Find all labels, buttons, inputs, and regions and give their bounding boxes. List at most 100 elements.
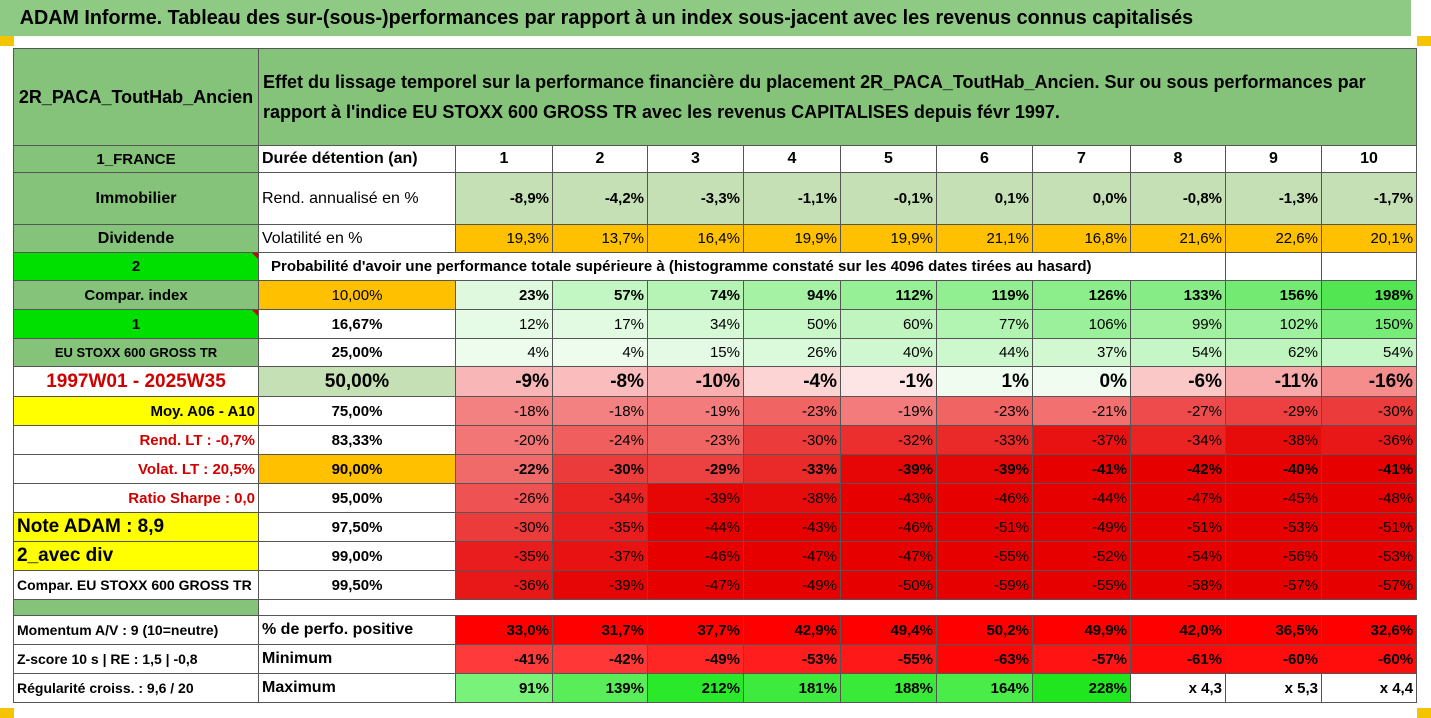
distribution-cell: 106% bbox=[1032, 309, 1131, 339]
rend-cell: -4,2% bbox=[552, 172, 648, 225]
distribution-cell: 4% bbox=[552, 338, 648, 367]
distribution-cell: -24% bbox=[552, 425, 648, 455]
distribution-cell: 50% bbox=[743, 309, 841, 339]
pct-positive-cell: 31,7% bbox=[552, 615, 648, 645]
distribution-cell: 94% bbox=[743, 280, 841, 310]
percentile-cell: 16,67% bbox=[258, 309, 456, 339]
volat-cell: 19,9% bbox=[840, 224, 937, 253]
volat-cell: 21,6% bbox=[1130, 224, 1226, 253]
distribution-cell: -50% bbox=[840, 570, 937, 600]
pct-positive-cell: 33,0% bbox=[455, 615, 553, 645]
distribution-cell: 62% bbox=[1225, 338, 1322, 367]
rend-lt-label: Rend. LT : -0,7% bbox=[13, 425, 259, 455]
minimum-indicator-label: Z-score 10 s | RE : 1,5 | -0,8 bbox=[13, 644, 259, 674]
distribution-cell: -51% bbox=[1130, 512, 1226, 542]
distribution-cell: -58% bbox=[1130, 570, 1226, 600]
minimum-cell: -49% bbox=[647, 644, 744, 674]
distribution-cell: -22% bbox=[455, 454, 553, 484]
distribution-cell: -6% bbox=[1130, 366, 1226, 397]
rend-cell: -1,3% bbox=[1225, 172, 1322, 225]
percentile-cell: 95,00% bbox=[258, 483, 456, 513]
distribution-cell: 40% bbox=[840, 338, 937, 367]
distribution-cell: -49% bbox=[1032, 512, 1131, 542]
distribution-cell: 26% bbox=[743, 338, 841, 367]
volat-cell: 21,1% bbox=[936, 224, 1033, 253]
distribution-cell: -23% bbox=[647, 425, 744, 455]
distribution-cell: -16% bbox=[1320, 366, 1418, 397]
distribution-cell: -47% bbox=[647, 570, 744, 600]
distribution-cell: -47% bbox=[1130, 483, 1226, 513]
distribution-cell: -18% bbox=[455, 396, 553, 426]
distribution-cell: 126% bbox=[1032, 280, 1131, 310]
distribution-cell: -35% bbox=[455, 541, 553, 571]
distribution-cell: -41% bbox=[1032, 454, 1131, 484]
distribution-cell: 37% bbox=[1032, 338, 1131, 367]
category-label: Immobilier bbox=[13, 172, 259, 225]
distribution-cell: -55% bbox=[1032, 570, 1131, 600]
percentile-cell: 25,00% bbox=[258, 338, 456, 367]
distribution-cell: -21% bbox=[1032, 396, 1131, 426]
empty-cell bbox=[1320, 252, 1418, 281]
distribution-cell: 60% bbox=[840, 309, 937, 339]
year-header: 3 bbox=[647, 145, 744, 173]
percentile-cell: 50,00% bbox=[258, 366, 456, 397]
distribution-cell: -59% bbox=[936, 570, 1033, 600]
year-header: 1 bbox=[455, 145, 553, 173]
pct-positive-cell: 42,0% bbox=[1130, 615, 1226, 645]
distribution-cell: 34% bbox=[647, 309, 744, 339]
table-description: Effet du lissage temporel sur la perform… bbox=[257, 48, 1418, 146]
distribution-cell: -39% bbox=[936, 454, 1033, 484]
volat-cell: 22,6% bbox=[1225, 224, 1322, 253]
percentile-cell: 75,00% bbox=[258, 396, 456, 426]
distribution-cell: -33% bbox=[743, 454, 841, 484]
distribution-cell: -8% bbox=[552, 366, 648, 397]
distribution-cell: 17% bbox=[552, 309, 648, 339]
distribution-cell: -36% bbox=[455, 570, 553, 600]
distribution-cell: -44% bbox=[647, 512, 744, 542]
maximum-cell: 188% bbox=[840, 673, 937, 703]
percentile-cell: 10,00% bbox=[258, 280, 456, 310]
year-header: 2 bbox=[552, 145, 648, 173]
volat-cell: 19,3% bbox=[455, 224, 553, 253]
distribution-cell: 12% bbox=[455, 309, 553, 339]
pct-positive-cell: 49,9% bbox=[1032, 615, 1131, 645]
volat-cell: 13,7% bbox=[552, 224, 648, 253]
distribution-cell: -57% bbox=[1225, 570, 1322, 600]
distribution-cell: -4% bbox=[743, 366, 841, 397]
distribution-cell: 0% bbox=[1032, 366, 1131, 397]
distribution-cell: 44% bbox=[936, 338, 1033, 367]
maximum-label: Maximum bbox=[258, 673, 456, 703]
rend-cell: 0,1% bbox=[936, 172, 1033, 225]
distribution-cell: -54% bbox=[1130, 541, 1226, 571]
minimum-cell: -41% bbox=[455, 644, 553, 674]
selector-cell-2[interactable]: 2 bbox=[13, 252, 259, 281]
minimum-label: Minimum bbox=[258, 644, 456, 674]
report-title: ADAM Informe. Tableau des sur-(sous-)per… bbox=[0, 0, 1411, 36]
pct-positive-indicator-label: Momentum A/V : 9 (10=neutre) bbox=[13, 615, 259, 645]
spacer-cell bbox=[259, 600, 1417, 616]
year-header: 9 bbox=[1225, 145, 1322, 173]
distribution-cell: -23% bbox=[936, 396, 1033, 426]
maximum-cell: 228% bbox=[1032, 673, 1131, 703]
year-header: 7 bbox=[1032, 145, 1131, 173]
maximum-cell: x 5,3 bbox=[1225, 673, 1322, 703]
period-label: 1997W01 - 2025W35 bbox=[13, 366, 259, 397]
distribution-cell: -40% bbox=[1225, 454, 1322, 484]
minimum-cell: -57% bbox=[1032, 644, 1131, 674]
rend-cell: -8,9% bbox=[455, 172, 553, 225]
distribution-cell: -18% bbox=[552, 396, 648, 426]
pct-positive-label: % de perfo. positive bbox=[258, 615, 456, 645]
minimum-cell: -60% bbox=[1320, 644, 1418, 674]
rend-label: Rend. annualisé en % bbox=[258, 172, 456, 225]
distribution-cell: -39% bbox=[647, 483, 744, 513]
country-label: 1_FRANCE bbox=[13, 145, 259, 173]
pct-positive-cell: 36,5% bbox=[1225, 615, 1322, 645]
distribution-cell: -23% bbox=[743, 396, 841, 426]
distribution-cell: -45% bbox=[1225, 483, 1322, 513]
percentile-cell: 83,33% bbox=[258, 425, 456, 455]
selector-cell-1[interactable]: 1 bbox=[13, 309, 259, 339]
distribution-cell: -30% bbox=[455, 512, 553, 542]
distribution-cell: -51% bbox=[936, 512, 1033, 542]
maximum-cell: 181% bbox=[743, 673, 841, 703]
distribution-cell: -32% bbox=[840, 425, 937, 455]
